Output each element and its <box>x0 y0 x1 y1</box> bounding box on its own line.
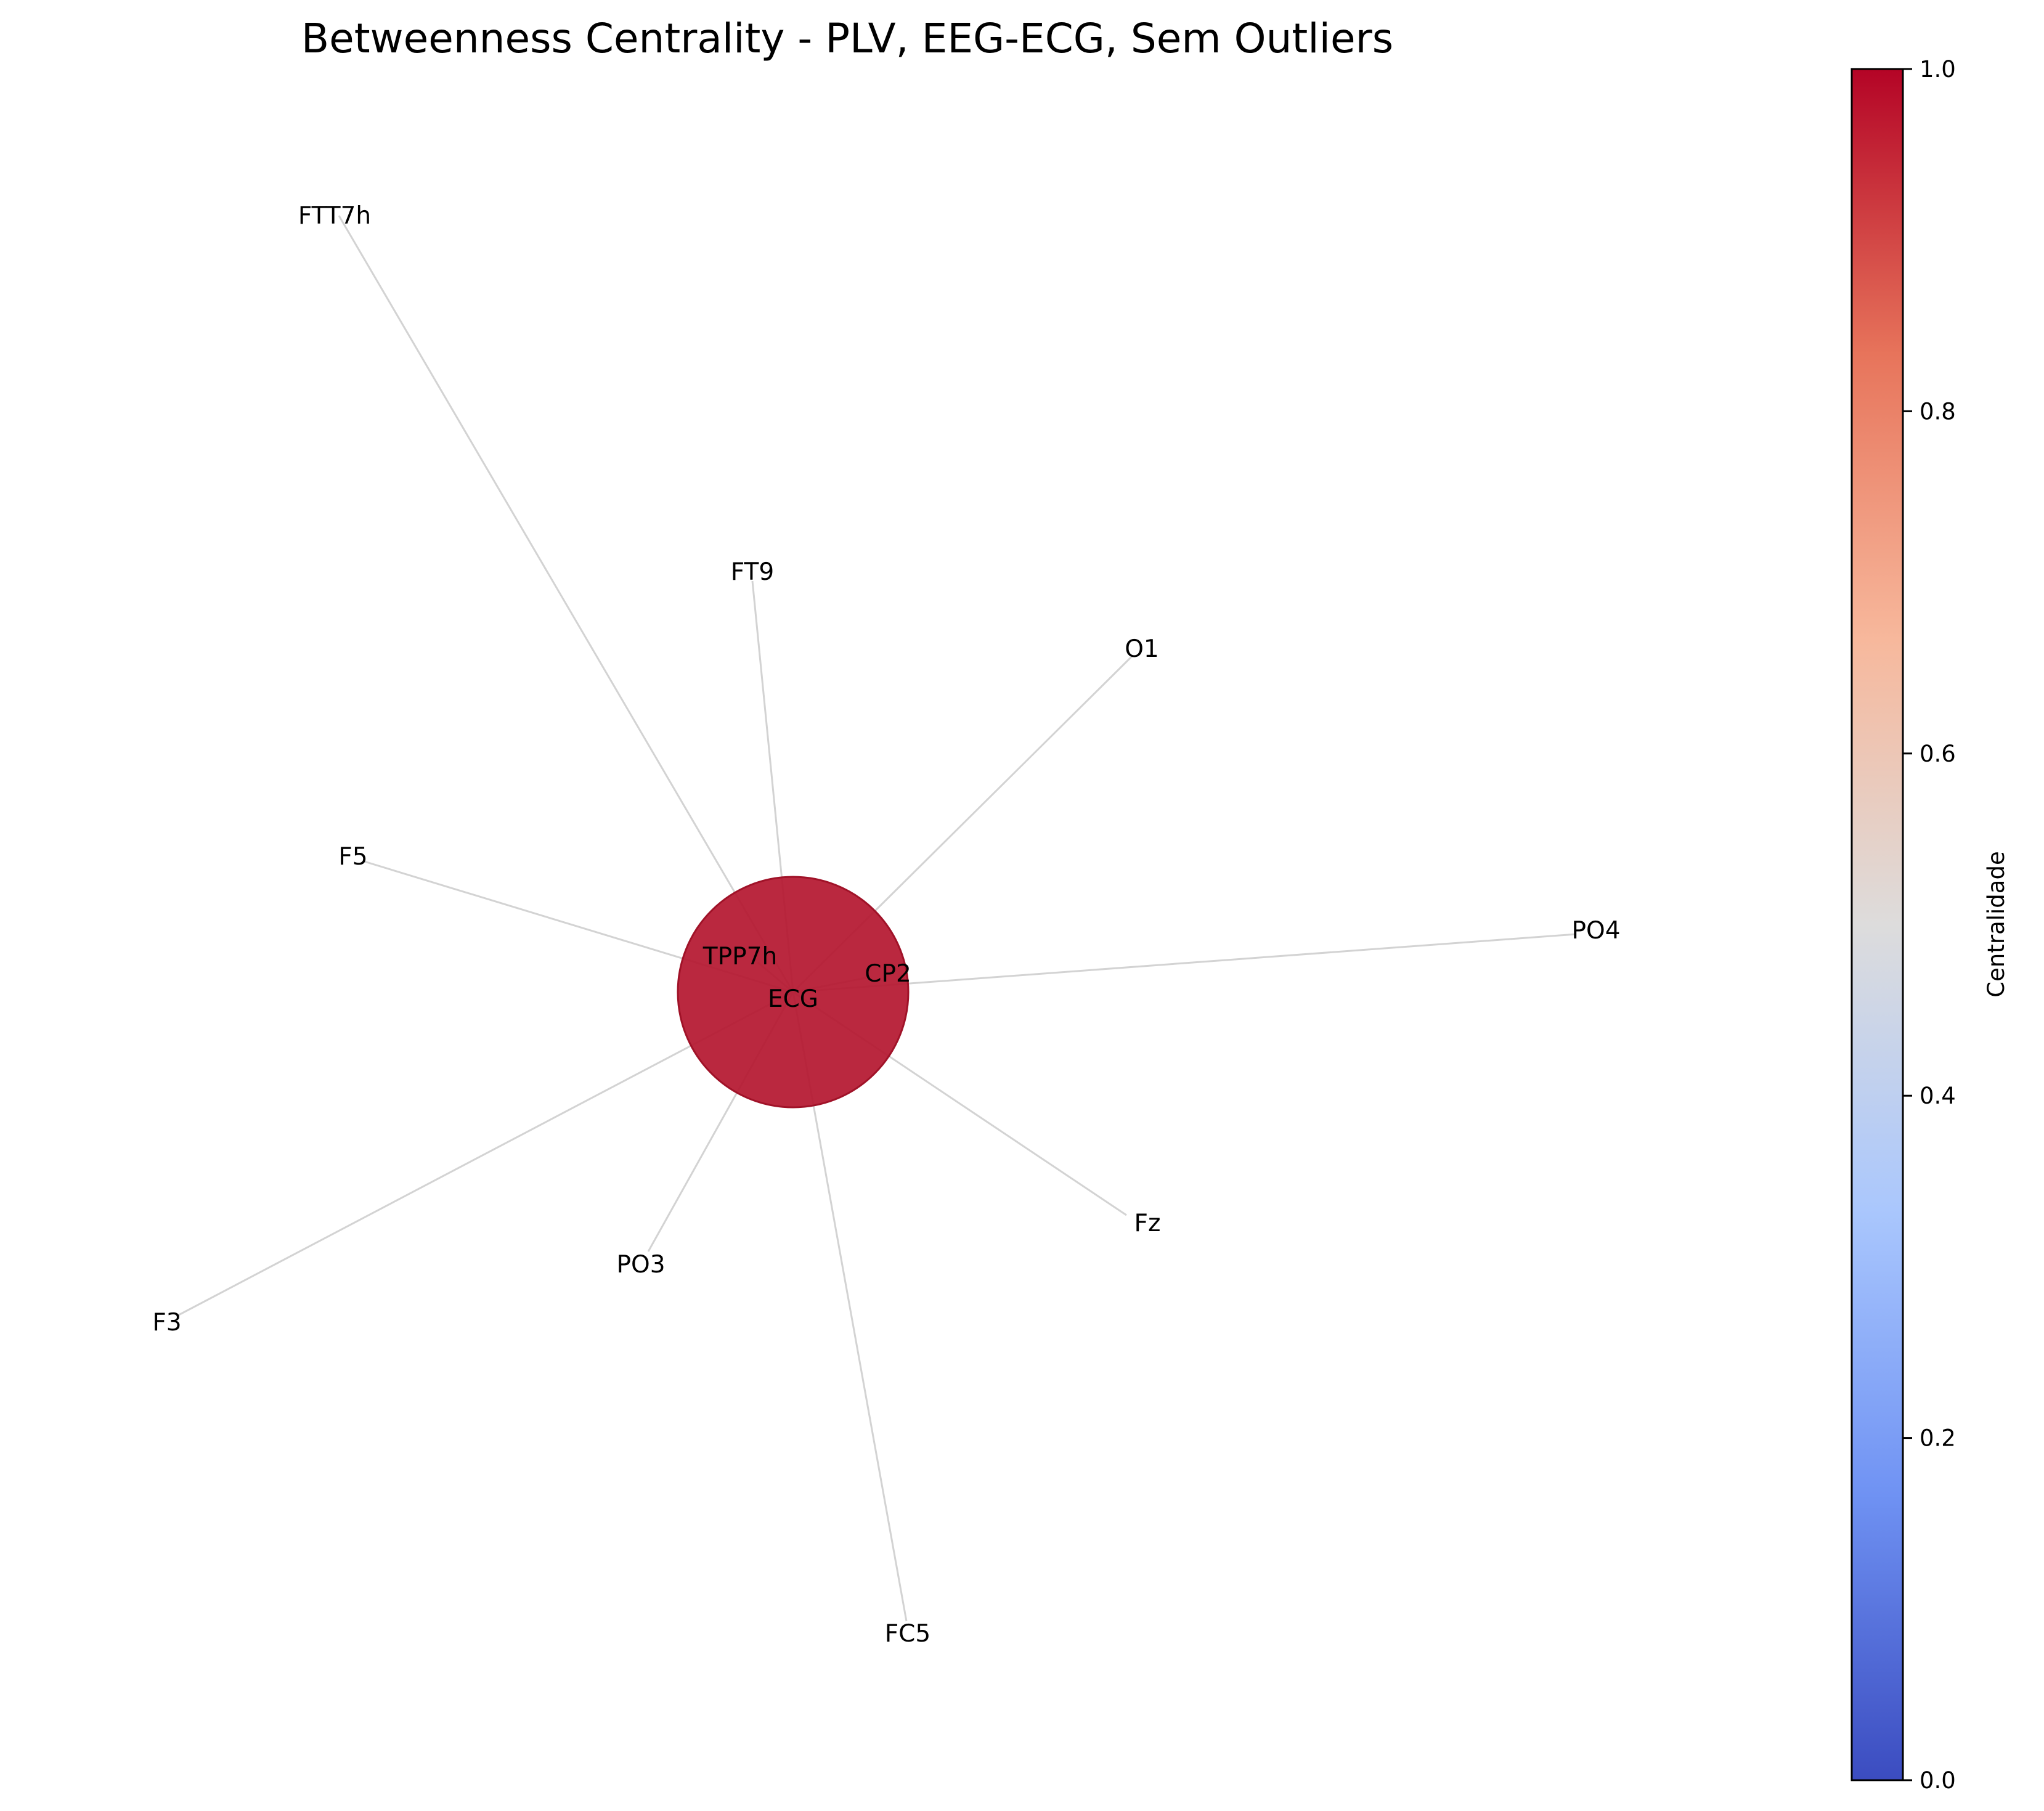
edge-po4 <box>792 933 1577 993</box>
node-label-fz: Fz <box>1134 1210 1161 1237</box>
node-label-ft9: FT9 <box>731 558 774 586</box>
node-label-o1: O1 <box>1125 635 1159 663</box>
node-labels: ECG TPP7h CP2 FTT7h FT9 O1 F5 PO4 F3 PO3 Fz FC5 <box>152 202 1620 1648</box>
colorbar-tick-label: 0.6 <box>1920 741 1956 767</box>
node-label-fc5: FC5 <box>885 1620 930 1648</box>
colorbar-gradient <box>1851 68 1904 1781</box>
node-label-f5: F5 <box>338 843 367 871</box>
node-label-ftt7h: FTT7h <box>298 202 371 230</box>
node-label-po3: PO3 <box>616 1251 665 1279</box>
colorbar-tick-label: 1.0 <box>1920 56 1956 83</box>
node-label-tpp7h: TPP7h <box>702 943 777 971</box>
colorbar-tick-label: 0.4 <box>1920 1083 1956 1109</box>
edge-ftt7h <box>338 215 794 993</box>
colorbar-ticks: 0.0 0.2 0.4 0.6 0.8 1.0 <box>1903 56 1956 1794</box>
node-label-cp2: CP2 <box>865 960 911 988</box>
node-ecg <box>677 876 910 1109</box>
chart-title: Betweenness Centrality - PLV, EEG-ECG, S… <box>301 15 1393 62</box>
hub-node <box>677 876 910 1109</box>
node-label-po4: PO4 <box>1571 917 1620 945</box>
colorbar-tick-label: 0.0 <box>1920 1767 1956 1794</box>
colorbar-tick-label: 0.2 <box>1920 1425 1956 1452</box>
node-label-ecg: ECG <box>768 985 818 1013</box>
node-label-f3: F3 <box>152 1309 181 1337</box>
colorbar-tick-label: 0.8 <box>1920 398 1956 425</box>
colorbar-label: Centralidade <box>1983 851 2009 997</box>
colorbar: 0.0 0.2 0.4 0.6 0.8 1.0 Centralidade <box>1851 56 2009 1794</box>
